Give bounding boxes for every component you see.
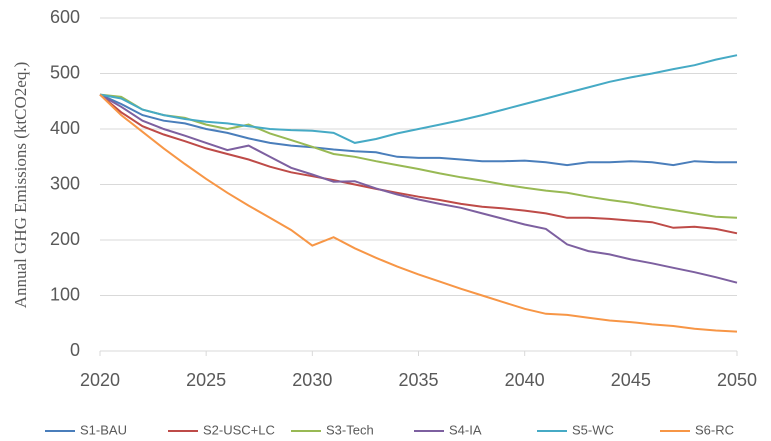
series-line (99, 54, 738, 144)
y-tick-label: 100 (50, 284, 80, 304)
legend-text: S2-USC+LC (203, 422, 275, 437)
y-tick-label: 0 (70, 340, 80, 360)
y-tick-label: 500 (50, 62, 80, 82)
series-line (99, 93, 738, 333)
y-tick-label: 600 (50, 7, 80, 27)
legend-text: S6-RC (695, 422, 734, 437)
x-tick-label: 2035 (398, 370, 438, 390)
series-line (99, 93, 738, 235)
x-tick-label: 2040 (505, 370, 545, 390)
y-tick-label: 300 (50, 173, 80, 193)
x-tick-label: 2020 (80, 370, 120, 390)
y-axis-label: Annual GHG Emissions (ktCO2eq.) (11, 62, 30, 308)
legend-text: S5-WC (572, 422, 614, 437)
x-tick-label: 2045 (611, 370, 651, 390)
x-tick-label: 2030 (292, 370, 332, 390)
x-tick-label: 2025 (186, 370, 226, 390)
x-tick-label: 2050 (717, 370, 757, 390)
series-line (99, 93, 738, 284)
series-line (99, 93, 737, 167)
series-line (99, 93, 738, 219)
legend-text: S3-Tech (326, 422, 374, 437)
y-tick-label: 400 (50, 118, 80, 138)
legend-text: S4-IA (449, 422, 482, 437)
legend-text: S1-BAU (80, 422, 127, 437)
y-tick-label: 200 (50, 229, 80, 249)
